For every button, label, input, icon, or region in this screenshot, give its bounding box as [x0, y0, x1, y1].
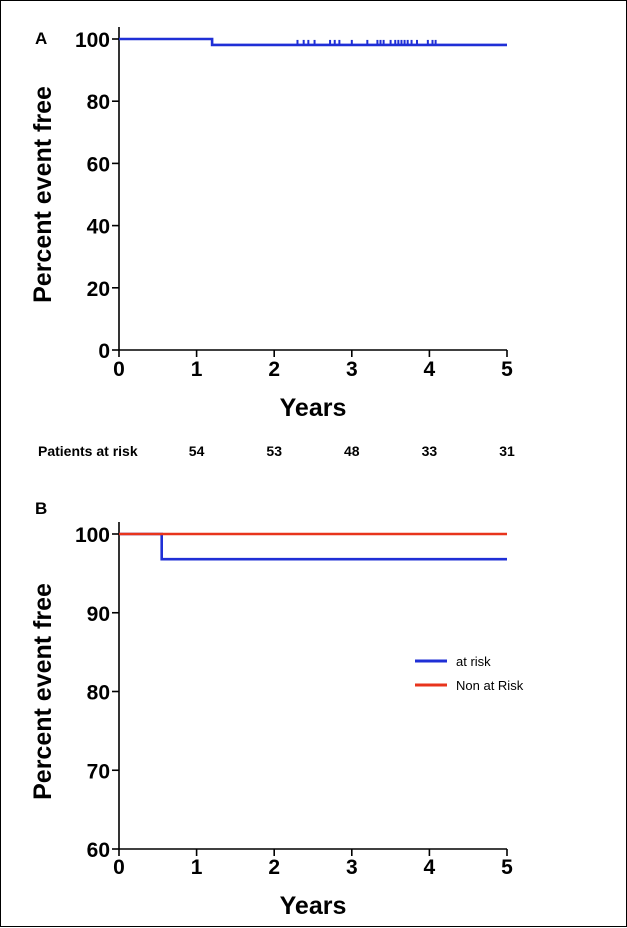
- y-tick-label: 60: [87, 839, 110, 862]
- y-tick-label: 20: [87, 278, 110, 301]
- x-tick-label: 0: [113, 358, 125, 381]
- x-tick-label: 4: [424, 358, 436, 381]
- y-tick-label: 40: [87, 216, 110, 239]
- x-tick-label: 3: [346, 856, 358, 879]
- legend-label: at risk: [456, 654, 491, 669]
- risk-count: 48: [344, 443, 360, 459]
- x-axis-title: Years: [280, 892, 347, 920]
- x-tick-label: 3: [346, 358, 358, 381]
- x-tick-label: 5: [501, 358, 513, 381]
- y-tick-label: 0: [98, 340, 110, 363]
- y-axis-title: Percent event free: [29, 583, 57, 800]
- y-tick-label: 70: [87, 760, 110, 783]
- panel-b: B 0 1 2 3 4 5 60 70 80 90 100 Years Percent event fre…: [29, 499, 524, 920]
- x-tick-label: 1: [191, 358, 203, 381]
- y-tick-label: 90: [87, 603, 110, 626]
- legend: at risk Non at Risk: [415, 654, 524, 693]
- x-tick-label: 1: [191, 856, 203, 879]
- y-axis-title: Percent event free: [29, 86, 57, 303]
- x-tick-label: 4: [424, 856, 436, 879]
- y-tick-label: 80: [87, 91, 110, 114]
- risk-count: 31: [499, 443, 515, 459]
- risk-table: Patients at risk 54 53 48 33 31: [38, 443, 515, 459]
- y-tick-label: 100: [75, 29, 110, 52]
- panel-letter-b: B: [35, 499, 47, 518]
- axes: 0 1 2 3 4 5 60 70 80 90 100: [75, 522, 513, 879]
- risk-count: 33: [422, 443, 438, 459]
- y-tick-label: 60: [87, 153, 110, 176]
- risk-count: 54: [189, 443, 205, 459]
- y-tick-label: 100: [75, 524, 110, 547]
- risk-table-label: Patients at risk: [38, 443, 138, 459]
- legend-label: Non at Risk: [456, 678, 524, 693]
- series-line-at-risk: [119, 532, 507, 561]
- x-tick-label: 5: [501, 856, 513, 879]
- series-line-km-curve: [119, 37, 507, 47]
- x-axis-title: Years: [280, 394, 347, 422]
- axes: 0 1 2 3 4 5 0 20 40 60 80 100: [75, 27, 513, 381]
- risk-count: 53: [266, 443, 282, 459]
- panel-letter-a: A: [35, 29, 47, 48]
- x-tick-label: 0: [113, 856, 125, 879]
- y-tick-label: 80: [87, 682, 110, 705]
- x-tick-label: 2: [268, 856, 280, 879]
- x-tick-label: 2: [268, 358, 280, 381]
- panel-a: A 0 1 2 3 4 5 0 20 40 60 80 100 Years Percent event fr…: [29, 27, 515, 459]
